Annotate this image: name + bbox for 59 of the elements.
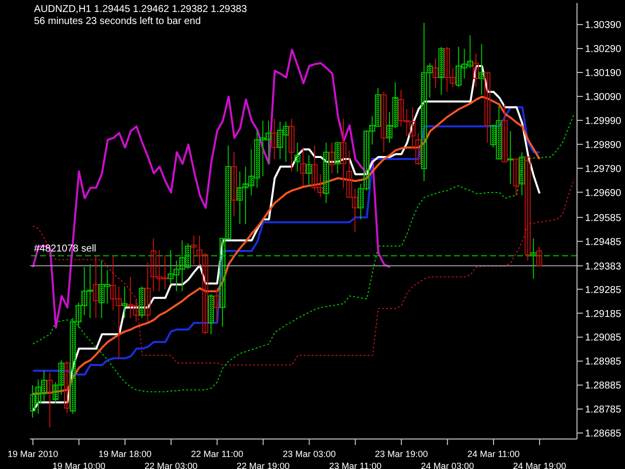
- candlestick: [415, 132, 422, 166]
- y-tick-label: 1.29790: [585, 164, 622, 175]
- chart-title: AUDNZD,H1 1.29445 1.29462 1.29382 1.29383: [34, 4, 247, 16]
- y-tick-label: 1.28985: [585, 356, 622, 368]
- y-tick-label: 1.29990: [585, 116, 622, 127]
- candlestick: [472, 53, 479, 88]
- y-tick-label: 1.30290: [585, 44, 622, 56]
- candlestick: [432, 58, 439, 89]
- candlestick: [507, 130, 514, 184]
- y-tick-label: 1.30090: [585, 92, 622, 103]
- x-tick-label: 24 Mar 19:00: [513, 461, 566, 469]
- y-tick-label: 1.29383: [585, 261, 622, 272]
- candlestick: [214, 288, 220, 322]
- x-tick-label: 24 Mar 11:00: [467, 449, 520, 459]
- y-tick-label: 1.29585: [585, 212, 622, 224]
- y-tick-label: 1.28685: [585, 428, 622, 440]
- y-tick-label: 1.28785: [585, 404, 622, 416]
- candlestick: [380, 91, 387, 153]
- candlestick: [502, 104, 508, 162]
- y-tick-label: 1.30190: [585, 68, 622, 80]
- candlestick: [300, 146, 306, 186]
- line-series: [32, 48, 391, 329]
- candlestick: [122, 286, 128, 319]
- candlestick: [92, 255, 99, 319]
- candlestick: [46, 372, 53, 428]
- candlestick: [64, 360, 70, 414]
- x-tick-label: 19 Mar 10:00: [52, 461, 106, 469]
- y-tick-label: 1.29890: [585, 140, 622, 151]
- x-tick-label: 19 Mar 2010: [8, 449, 58, 459]
- candlestick: [190, 235, 197, 265]
- y-tick-label: 1.29485: [585, 236, 622, 248]
- candlestick: [144, 262, 151, 322]
- candlestick: [271, 118, 278, 160]
- candlestick: [328, 142, 335, 174]
- x-tick-label: 22 Mar 19:00: [236, 461, 290, 469]
- y-tick-label: 1.29185: [585, 308, 622, 320]
- y-tick-label: 1.29285: [585, 284, 622, 296]
- candlestick: [513, 158, 520, 196]
- candlestick: [288, 118, 295, 172]
- x-tick-label: 24 Mar 03:00: [420, 461, 474, 469]
- text: 56 minutes 23 seconds left to bar end: [34, 16, 202, 28]
- y-tick-label: 1.29690: [585, 188, 622, 199]
- x-tick-label: 22 Mar 03:00: [144, 461, 198, 469]
- candlestick: [306, 154, 312, 186]
- y-tick-label: 1.30390: [585, 20, 622, 32]
- candlestick: [536, 246, 542, 267]
- x-tick-label: 22 Mar 11:00: [190, 449, 244, 459]
- y-tick-label: 1.29085: [585, 332, 622, 344]
- candlestick: [294, 142, 300, 172]
- candlestick: [231, 152, 238, 217]
- candlestick: [340, 118, 346, 188]
- y-tick-label: 1.28885: [585, 380, 622, 392]
- candlestick: [478, 43, 485, 96]
- x-tick-label: 23 Mar 11:00: [329, 461, 382, 469]
- x-tick-label: 23 Mar 19:00: [374, 449, 428, 459]
- x-tick-label: 23 Mar 03:00: [282, 449, 336, 459]
- candlestick: [334, 142, 341, 174]
- x-tick-label: 19 Mar 18:00: [98, 449, 152, 459]
- candlestick: [484, 72, 490, 144]
